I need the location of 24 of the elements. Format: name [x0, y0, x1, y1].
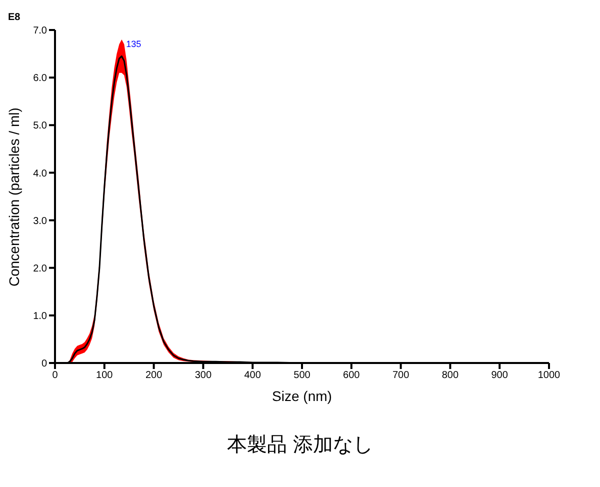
x-tick-label: 600: [343, 370, 360, 382]
y-tick-label: 7.0: [33, 26, 48, 37]
y-tick-label: 0: [41, 358, 48, 370]
y-tick-label: 6.0: [33, 73, 48, 84]
x-tick-label: 100: [96, 370, 114, 382]
x-tick-label: 200: [145, 370, 163, 382]
text: E8: [8, 12, 20, 23]
x-tick-label: 400: [244, 370, 262, 382]
y-axis-title: Concentration (particles / ml): [6, 108, 22, 286]
x-tick-label: 500: [294, 370, 311, 382]
y-tick-label: 3.0: [33, 216, 48, 227]
y-tick-label: 2.0: [33, 263, 48, 274]
x-tick-label: 800: [442, 370, 459, 382]
y-tick-label: 4.0: [33, 168, 48, 180]
y-tick-label: 5.0: [33, 120, 48, 132]
text: 本製品 添加なし: [226, 433, 374, 458]
y-tick-label: 1.0: [33, 310, 48, 322]
x-tick-label: 1000: [538, 370, 561, 382]
x-tick-label: 700: [392, 370, 410, 382]
annotation: 135: [126, 39, 142, 50]
x-tick-label: 0: [52, 370, 58, 382]
x-tick-label: 900: [491, 370, 508, 382]
x-axis-title: Size (nm): [272, 388, 332, 404]
x-tick-label: 300: [194, 370, 212, 382]
